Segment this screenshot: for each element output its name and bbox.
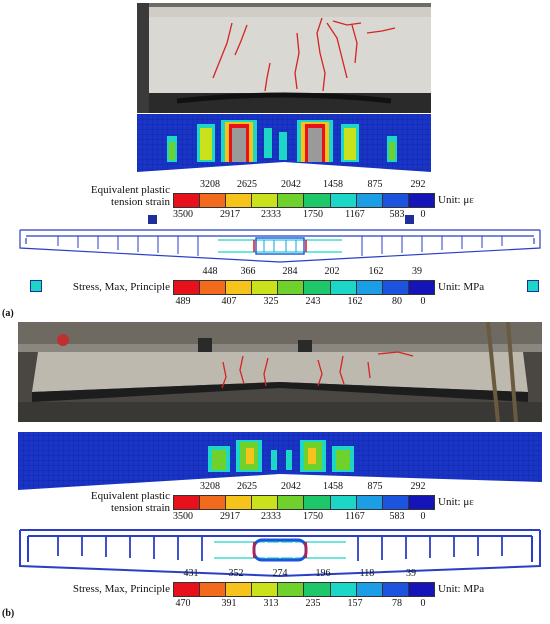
stress-unit-b: Unit: MPa — [438, 583, 485, 595]
strain-legend-bottom-ticks-a: 3500 2917 2333 1750 1167 583 0 — [173, 209, 426, 220]
stress-colorbar-b — [173, 582, 435, 597]
strain-colorbar-b — [173, 495, 435, 510]
strain-unit-b: Unit: με — [438, 496, 474, 508]
support-marker-right-b-a — [527, 280, 539, 292]
strain-legend-title-b: Equivalent plastic tension strain — [90, 490, 170, 514]
strain-colorbar-a — [173, 193, 435, 208]
test-photo-b — [18, 322, 542, 422]
strain-legend-top-ticks-a: 3208 2625 2042 1458 875 292 — [200, 179, 426, 190]
strain-legend-bottom-ticks-b: 3500 2917 2333 1750 1167 583 0 — [173, 511, 426, 522]
support-marker-left-b-a — [30, 280, 42, 292]
rebar-stress-plot-b — [18, 526, 542, 578]
panel-label-a: (a) — [2, 308, 14, 319]
test-photo-a — [137, 3, 431, 113]
stress-legend-bottom-ticks-a: 489 407 325 243 162 80 0 — [175, 296, 426, 307]
support-marker-right-a — [405, 215, 414, 224]
panel-label-b: (b) — [2, 608, 15, 619]
stress-legend-top-ticks-b: 431 352 274 196 118 39 — [183, 568, 417, 579]
stress-colorbar-a — [173, 280, 435, 295]
fe-strain-contour-b — [18, 430, 542, 492]
strain-legend-top-ticks-b: 3208 2625 2042 1458 875 292 — [200, 481, 426, 492]
fe-strain-contour-a — [137, 114, 431, 176]
stress-legend-top-ticks-a: 448 366 284 202 162 39 — [202, 266, 423, 277]
rebar-stress-plot-a — [18, 226, 542, 276]
stress-legend-title-b: Stress, Max, Principle — [72, 583, 170, 595]
stress-legend-bottom-ticks-b: 470 391 313 235 157 78 0 — [175, 598, 426, 609]
stress-legend-title-a: Stress, Max, Principle — [72, 281, 170, 293]
stress-unit-a: Unit: MPa — [438, 281, 485, 293]
strain-unit-a: Unit: με — [438, 194, 474, 206]
support-marker-left-a — [148, 215, 157, 224]
strain-legend-title-a: Equivalent plastic tension strain — [90, 184, 170, 208]
